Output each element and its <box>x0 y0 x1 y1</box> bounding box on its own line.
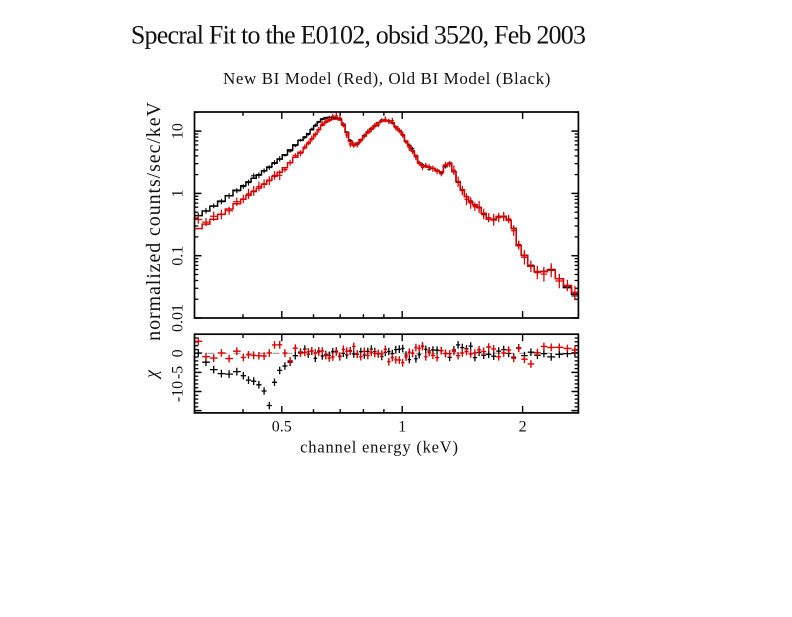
svg-text:0.1: 0.1 <box>170 246 187 266</box>
svg-text:10: 10 <box>170 123 187 139</box>
svg-text:2: 2 <box>519 419 527 436</box>
svg-text:0.01: 0.01 <box>170 304 187 332</box>
svg-text:χ: χ <box>141 369 161 380</box>
svg-text:channel energy (keV): channel energy (keV) <box>300 438 459 457</box>
svg-text:1: 1 <box>398 419 406 436</box>
svg-text:-5: -5 <box>170 366 187 379</box>
svg-text:New BI Model (Red), Old BI Mod: New BI Model (Red), Old BI Model (Black) <box>223 69 551 88</box>
svg-text:1: 1 <box>170 189 187 197</box>
svg-text:-10: -10 <box>170 381 187 402</box>
svg-text:0: 0 <box>170 349 187 357</box>
svg-text:Specral Fit to the E0102, obsi: Specral Fit to the E0102, obsid 3520, Fe… <box>131 21 585 50</box>
svg-text:normalized counts/sec/keV: normalized counts/sec/keV <box>143 101 165 341</box>
svg-text:0.5: 0.5 <box>272 419 292 436</box>
